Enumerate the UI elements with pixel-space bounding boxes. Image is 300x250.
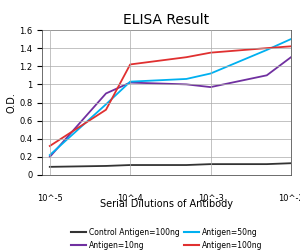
Antigen=10ng [289, 56, 293, 59]
Legend: Control Antigen=100ng, Antigen=10ng, Antigen=50ng, Antigen=100ng: Control Antigen=100ng, Antigen=10ng, Ant… [71, 228, 262, 250]
Line: Control Antigen=100ng: Control Antigen=100ng [50, 163, 291, 167]
Y-axis label: O.D.: O.D. [6, 92, 16, 113]
Title: ELISA Result: ELISA Result [123, 14, 210, 28]
Text: 10^-5: 10^-5 [37, 194, 63, 203]
Antigen=50ng [265, 48, 268, 51]
Antigen=50ng [289, 38, 293, 40]
Antigen=10ng [128, 81, 132, 84]
Antigen=100ng [209, 51, 212, 54]
Line: Antigen=100ng: Antigen=100ng [50, 46, 291, 146]
Antigen=100ng [104, 108, 108, 111]
Antigen=10ng [104, 92, 108, 95]
Control Antigen=100ng [209, 163, 212, 166]
Control Antigen=100ng [184, 164, 188, 166]
Antigen=10ng [184, 83, 188, 86]
Text: 10^-3: 10^-3 [198, 194, 224, 203]
Line: Antigen=10ng: Antigen=10ng [50, 57, 291, 157]
Control Antigen=100ng [289, 162, 293, 165]
Line: Antigen=50ng: Antigen=50ng [50, 39, 291, 155]
Antigen=100ng [184, 56, 188, 59]
Control Antigen=100ng [265, 163, 268, 166]
X-axis label: Serial Dilutions of Antibody: Serial Dilutions of Antibody [100, 199, 233, 209]
Antigen=50ng [128, 80, 132, 83]
Control Antigen=100ng [128, 164, 132, 166]
Control Antigen=100ng [48, 165, 52, 168]
Text: 10^-4: 10^-4 [117, 194, 143, 203]
Antigen=50ng [184, 78, 188, 80]
Antigen=10ng [209, 86, 212, 88]
Antigen=50ng [104, 103, 108, 106]
Antigen=50ng [48, 154, 52, 156]
Antigen=50ng [209, 72, 212, 75]
Control Antigen=100ng [104, 164, 108, 168]
Antigen=10ng [48, 156, 52, 158]
Antigen=10ng [265, 74, 268, 77]
Antigen=100ng [289, 45, 293, 48]
Text: 10^-2: 10^-2 [278, 194, 300, 203]
Antigen=100ng [48, 144, 52, 148]
Antigen=100ng [265, 47, 268, 50]
Antigen=100ng [128, 63, 132, 66]
